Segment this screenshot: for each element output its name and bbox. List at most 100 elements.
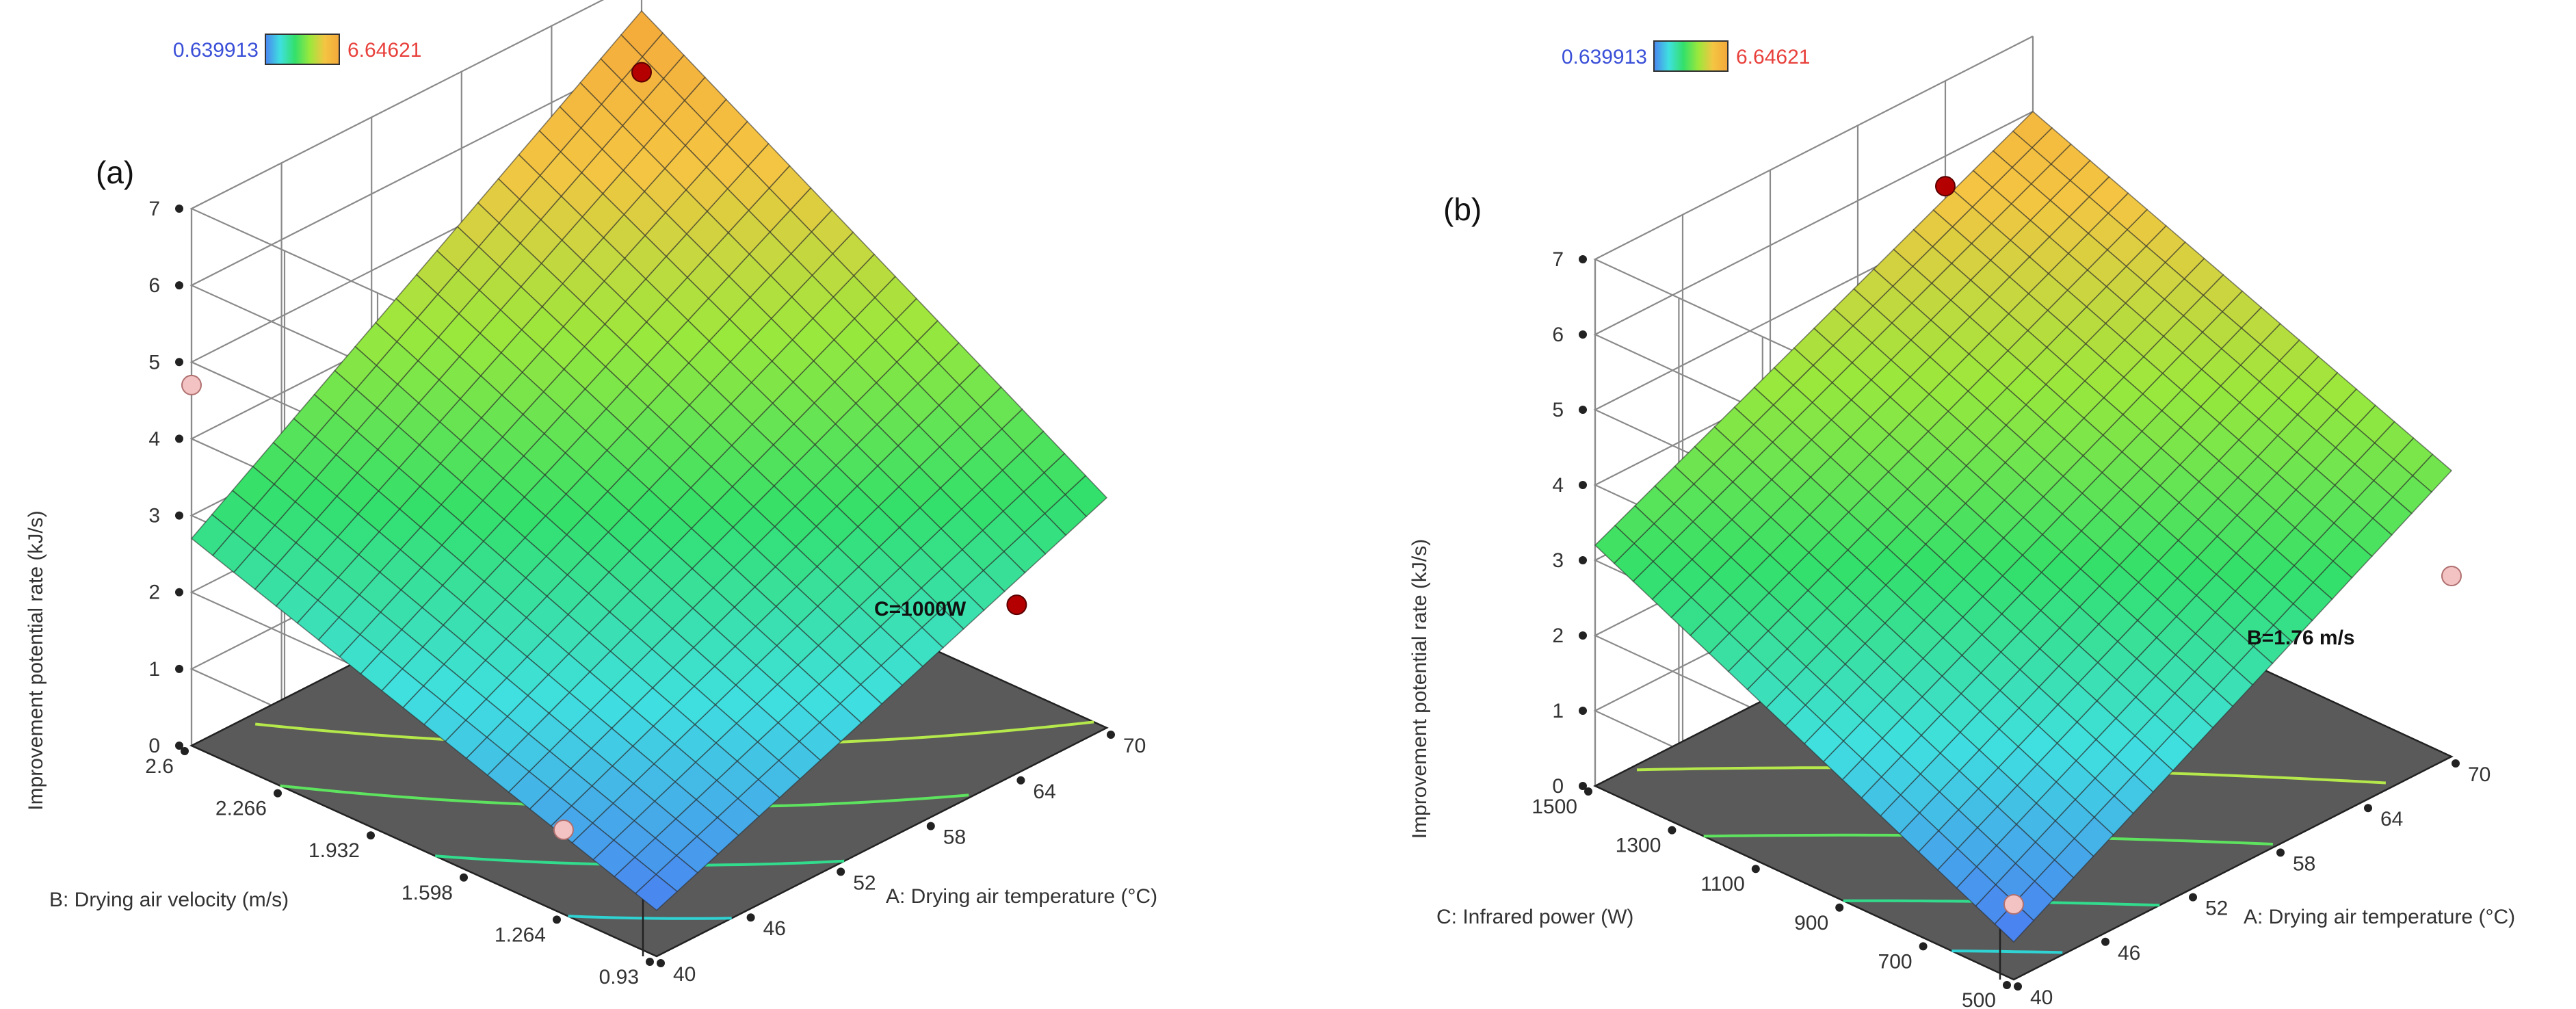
z-tick-label: 4 (1552, 474, 1564, 497)
y-tick-mark (1751, 865, 1760, 874)
x-axis-title: A: Drying air temperature (°C) (2244, 906, 2515, 928)
y-tick-mark (274, 789, 282, 798)
z-tick-mark (1579, 556, 1587, 564)
labels: (a) Improvement potential rate (kJ/s) A: D… (25, 155, 1157, 911)
design-points (181, 62, 1027, 841)
z-tick-label: 3 (148, 505, 160, 527)
x-tick-label: 64 (1033, 781, 1055, 803)
z-tick-label: 5 (1552, 399, 1564, 421)
z-tick-mark (1579, 707, 1587, 715)
y-tick-mark (1668, 826, 1677, 835)
legend-min-label: 0.639913 (1562, 46, 1647, 68)
legend-min-label: 0.639913 (173, 39, 259, 62)
z-tick-label: 2 (1552, 625, 1564, 647)
y-tick-label: 2.266 (215, 798, 267, 820)
y-axis-title: B: Drying air velocity (m/s) (49, 889, 289, 911)
response-surface (190, 10, 1108, 911)
y-tick-label: 1.264 (495, 923, 546, 946)
z-tick-label: 4 (148, 428, 160, 450)
contour-line (568, 915, 732, 920)
z-axis-title: Improvement potential rate (kJ/s) (1408, 539, 1431, 839)
x-tick-label: 52 (853, 872, 876, 894)
design-point-below (2441, 566, 2462, 586)
fixed-factor-label: B=1.76 m/s (2247, 627, 2355, 649)
y-tick-label: 700 (1878, 950, 1913, 973)
y-tick-label: 2.6 (145, 755, 174, 778)
z-tick-mark (1579, 406, 1587, 414)
x-tick-mark (2189, 893, 2197, 902)
x-tick-mark (1107, 731, 1115, 739)
z-tick-mark (175, 511, 183, 520)
legend-max-label: 6.64621 (1736, 46, 1810, 68)
x-tick-mark (746, 913, 755, 922)
z-tick-label: 0 (1552, 775, 1564, 798)
fixed-factor-label: C=1000W (874, 598, 967, 620)
z-tick-mark (1579, 255, 1587, 263)
x-tick-mark (657, 959, 665, 967)
y-tick-mark (181, 747, 189, 755)
z-tick-mark (1579, 330, 1587, 339)
z-tick-mark (175, 205, 183, 213)
y-tick-mark (2003, 981, 2011, 989)
legend-max-label: 6.64621 (347, 39, 421, 62)
z-tick-mark (1579, 481, 1587, 489)
z-tick-label: 1 (1552, 700, 1564, 722)
x-tick-mark (926, 822, 935, 830)
design-point-below (2003, 894, 2024, 915)
surface-cell (190, 514, 234, 557)
z-tick-mark (175, 742, 183, 750)
x-tick-mark (2364, 804, 2372, 813)
y-tick-mark (553, 915, 561, 924)
z-tick-mark (175, 434, 183, 443)
z-tick-mark (175, 588, 183, 597)
z-tick-label: 1 (148, 658, 160, 681)
y-tick-mark (1919, 942, 1928, 951)
y-tick-label: 1300 (1616, 835, 1661, 857)
y-tick-label: 500 (1962, 989, 1996, 1009)
x-axis-title: A: Drying air temperature (°C) (886, 885, 1157, 908)
x-tick-label: 64 (2380, 808, 2403, 830)
z-tick-label: 5 (148, 351, 160, 374)
x-tick-label: 46 (2118, 942, 2140, 965)
y-tick-label: 1500 (1532, 796, 1577, 818)
design-point-above (631, 62, 652, 83)
surface-cell (1594, 525, 1635, 564)
y-axis-title: C: Infrared power (W) (1436, 906, 1633, 928)
z-tick-mark (175, 358, 183, 367)
x-tick-mark (2276, 848, 2285, 857)
x-tick-label: 40 (673, 963, 696, 986)
x-tick-label: 70 (1123, 735, 1146, 757)
x-tick-label: 70 (2468, 763, 2490, 786)
z-tick-mark (1579, 782, 1587, 790)
design-points (1935, 176, 2462, 915)
color-legend: 0.639913 6.64621 (1562, 40, 1810, 72)
x-tick-mark (2101, 937, 2110, 946)
y-tick-mark (460, 873, 468, 882)
z-tick-label: 7 (148, 198, 160, 220)
panel-label: (a) (96, 155, 134, 190)
z-tick-mark (1579, 631, 1587, 640)
chart-panel-b: 0 1 2 3 4 5 6 7 40 46 52 58 64 70 500 700 900 1100 1300 150… (1408, 36, 2515, 1009)
legend-color-bar (1653, 40, 1729, 72)
chart-panel-a: 0 1 2 3 4 5 6 7 40 46 52 58 64 70 0.93 1.264 1.598 1.932 2… (25, 0, 1157, 988)
design-point-below (181, 374, 202, 395)
design-point-below (553, 820, 574, 841)
panel-label: (b) (1443, 192, 1482, 227)
x-tick-mark (837, 867, 845, 876)
x-tick-label: 46 (763, 917, 786, 940)
contour-line (1951, 949, 2063, 954)
x-tick-label: 58 (2293, 852, 2315, 875)
z-axis-title: Improvement potential rate (kJ/s) (25, 510, 47, 811)
y-tick-mark (1584, 787, 1592, 796)
labels: (b) Improvement potential rate (kJ/s) A: D… (1408, 192, 2515, 928)
design-point-above (1006, 594, 1027, 616)
z-tick-mark (175, 664, 183, 673)
z-tick-label: 3 (1552, 549, 1564, 572)
x-tick-label: 52 (2205, 897, 2228, 920)
y-tick-label: 1100 (1700, 873, 1745, 895)
color-legend: 0.639913 6.64621 (173, 34, 421, 65)
y-tick-label: 1.932 (308, 839, 360, 862)
x-tick-label: 40 (2030, 986, 2053, 1009)
x-tick-mark (2452, 759, 2460, 768)
